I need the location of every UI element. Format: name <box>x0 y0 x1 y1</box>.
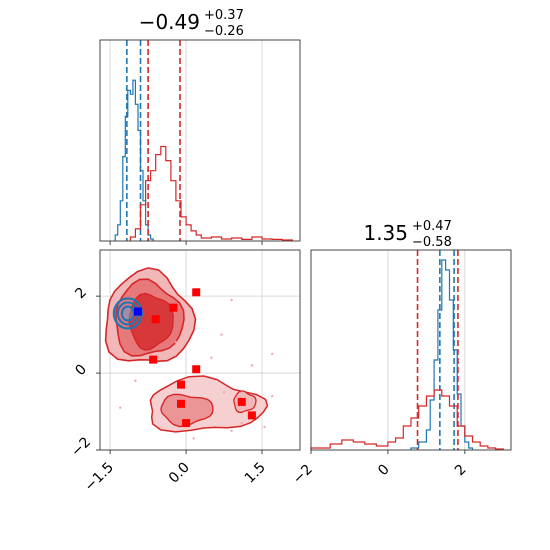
red-point-5 <box>177 380 186 389</box>
scatter-ytick-label-2: 2 <box>72 285 90 303</box>
scatter-frame <box>99 249 301 451</box>
right-hist-1 <box>310 389 504 450</box>
red-contour-lower-inner <box>160 393 214 428</box>
faint-dot-2 <box>250 364 254 367</box>
right-title-lower: −0.58 <box>412 235 452 250</box>
top-title-lower: −0.26 <box>204 24 244 39</box>
faint-dot-13 <box>270 352 274 356</box>
faint-dot-7 <box>174 341 178 344</box>
right-xtick-label-1: 0 <box>375 462 393 480</box>
blue-contour-2 <box>120 305 135 322</box>
red-point-7 <box>182 419 191 428</box>
top-frame <box>99 39 301 242</box>
red-point-8 <box>237 397 246 406</box>
red-point-0 <box>151 315 160 324</box>
right-xtick-label-0: −2 <box>290 462 316 488</box>
faint-dot-1 <box>220 333 223 336</box>
red-point-6 <box>177 399 186 408</box>
faint-dot-6 <box>222 391 226 394</box>
faint-dot-12 <box>192 437 195 440</box>
right-title-upper: +0.47 <box>412 219 452 234</box>
right-title-value: 1.35 <box>363 221 408 245</box>
faint-dot-0 <box>230 298 233 302</box>
scatter-ytick-label-0: −2 <box>68 434 94 460</box>
red-point-9 <box>247 411 256 420</box>
scatter-xtick-label-0: −1.5 <box>82 460 117 495</box>
top-title-value: −0.49 <box>139 10 200 34</box>
histogram-panel-bottom-right: 1.35 +0.47−0.58 −2 0 2 <box>290 219 512 488</box>
red-point-3 <box>149 355 158 364</box>
scatter-panel-bottom-left: −1.5 0.0 1.5 −2 0 2 <box>68 249 301 495</box>
faint-dot-5 <box>270 394 274 398</box>
red-point-4 <box>192 365 201 374</box>
faint-dot-10 <box>134 379 137 382</box>
faint-dot-3 <box>119 406 122 409</box>
histogram-panel-top-left: −0.49 +0.37−0.26 <box>99 8 301 245</box>
blue-point-0 <box>133 307 142 316</box>
faint-dot-11 <box>263 425 266 429</box>
right-hist-0 <box>410 259 474 450</box>
scatter-xtick-label-2: 1.5 <box>242 460 269 487</box>
faint-dot-9 <box>210 356 213 359</box>
right-frame <box>310 249 512 451</box>
scatter-xtick-label-1: 0.0 <box>166 460 193 487</box>
faint-dot-4 <box>230 429 233 432</box>
top-title-upper: +0.37 <box>204 8 244 23</box>
faint-dot-8 <box>240 421 243 425</box>
red-point-1 <box>169 303 178 312</box>
top-hist-1 <box>129 145 293 241</box>
red-point-2 <box>192 288 201 297</box>
right-xtick-label-2: 2 <box>452 462 470 480</box>
scatter-ytick-label-1: 0 <box>72 361 90 379</box>
